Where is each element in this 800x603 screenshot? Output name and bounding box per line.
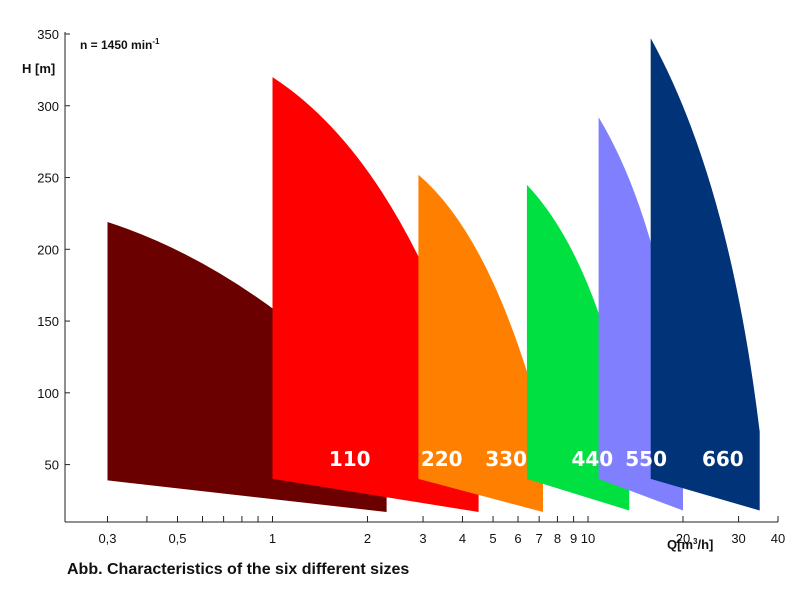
x-tick-label: 5 (489, 531, 496, 546)
area-size-330 (418, 174, 543, 512)
y-tick-label: 250 (37, 171, 59, 186)
y-axis-label: H [m] (22, 61, 55, 76)
x-tick-label: 0,3 (98, 531, 116, 546)
x-tick-label: 8 (554, 531, 561, 546)
size-label-110: 110 (329, 447, 371, 471)
performance-areas (107, 38, 760, 512)
x-tick-label: 20 (676, 531, 690, 546)
y-tick-label: 50 (45, 458, 59, 473)
x-tick-label: 0,5 (168, 531, 186, 546)
x-axis-ticks: 0,3 0,5 1 2 3 4 5 6 7 8 9 10 20 30 40 (98, 516, 785, 546)
y-tick-label: 350 (37, 27, 59, 42)
x-axis-label-sup: 3 (693, 537, 698, 546)
x-tick-label: 3 (419, 531, 426, 546)
x-tick-label: 9 (570, 531, 577, 546)
y-tick-label: 200 (37, 242, 59, 257)
speed-annotation: n = 1450 min-1 (80, 37, 160, 52)
speed-annotation-text: n = 1450 min (80, 38, 152, 52)
x-tick-label: 10 (581, 531, 595, 546)
y-tick-label: 150 (37, 314, 59, 329)
x-axis-label-end: /h] (697, 537, 713, 552)
x-axis-label-main: Q[m (667, 537, 693, 552)
x-tick-label: 40 (771, 531, 785, 546)
x-axis-label: Q[m3/h] (667, 537, 713, 552)
x-tick-label: 1 (269, 531, 276, 546)
chart-caption: Abb. Characteristics of the six differen… (67, 561, 410, 578)
y-tick-label: 100 (37, 386, 59, 401)
size-labels: 110 220 330 440 550 660 (329, 447, 744, 471)
size-label-330: 330 (485, 447, 527, 471)
size-label-550: 550 (625, 447, 667, 471)
x-tick-label: 4 (459, 531, 466, 546)
y-axis-ticks: 50 100 150 200 250 300 350 (37, 27, 70, 473)
x-tick-label: 2 (364, 531, 371, 546)
x-tick-label: 7 (536, 531, 543, 546)
speed-annotation-superscript: -1 (152, 37, 160, 46)
axes (64, 32, 778, 523)
x-tick-label: 6 (514, 531, 521, 546)
y-tick-label: 300 (37, 99, 59, 114)
size-label-220: 220 (421, 447, 463, 471)
size-label-440: 440 (571, 447, 613, 471)
area-size-660 (650, 38, 760, 511)
size-label-660: 660 (702, 447, 744, 471)
x-tick-label: 30 (731, 531, 745, 546)
